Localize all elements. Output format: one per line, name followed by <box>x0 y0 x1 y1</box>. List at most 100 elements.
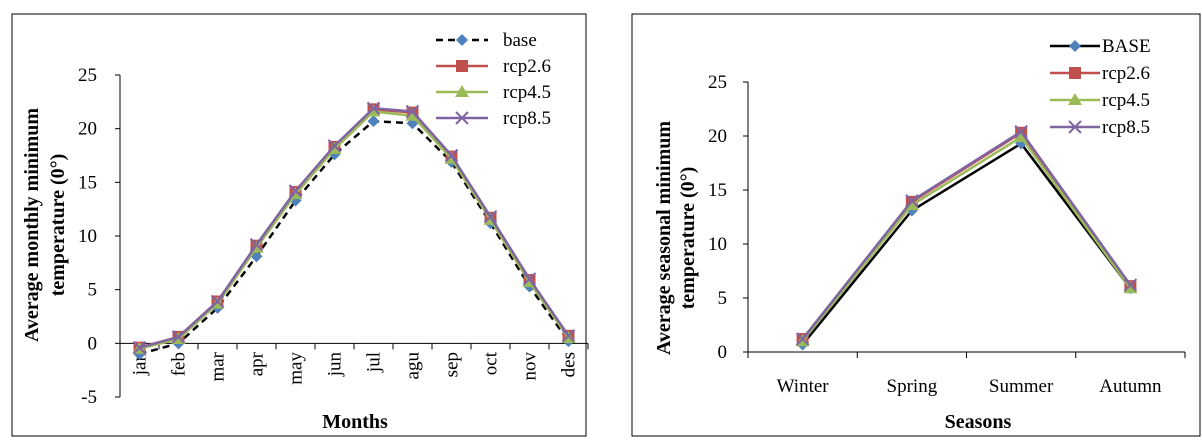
x-tick-label: mar <box>208 351 229 381</box>
x-tick-label: Summer <box>989 376 1054 397</box>
legend-item-rcp45: rcp4.5 <box>1050 90 1150 111</box>
legend-item-base: base <box>436 30 537 51</box>
y-tick-label: -5 <box>81 387 97 408</box>
series-line-base <box>801 142 1132 346</box>
x-tick-label: Spring <box>887 376 938 397</box>
y-axis-title-line-1: Average monthly minimum <box>21 108 43 342</box>
data-point-base <box>367 115 380 128</box>
legend-label: rcp2.6 <box>1102 63 1150 84</box>
x-tick-label: feb <box>169 352 190 376</box>
legend-item-rcp45: rcp4.5 <box>436 82 551 103</box>
legend-label: rcp4.5 <box>1102 90 1150 111</box>
legend-item-rcp85: rcp8.5 <box>436 108 551 129</box>
data-point-rcp85 <box>905 194 919 208</box>
data-point-rcp85 <box>522 272 537 286</box>
series-line-rcp45 <box>801 135 1132 342</box>
legend-item-rcp26: rcp2.6 <box>1050 63 1150 84</box>
series-line-rcp45 <box>139 110 570 350</box>
data-point-rcp85 <box>561 329 576 343</box>
chart-border <box>631 13 1201 437</box>
x-tick-label: Winter <box>777 376 830 397</box>
legend-marker <box>455 111 469 125</box>
series-layer <box>795 124 1138 351</box>
series-line-base <box>139 119 570 356</box>
data-point-rcp85 <box>210 294 225 309</box>
legend-marker <box>1069 67 1081 79</box>
x-axis-title: Months <box>322 411 388 433</box>
x-tick-label: des <box>559 352 580 377</box>
y-axis-title-line-1: Average seasonal minimum <box>653 121 675 355</box>
data-point-rcp85 <box>132 340 147 355</box>
legend-item-rcp85: rcp8.5 <box>1050 117 1150 138</box>
monthly-chart-panel: Average monthly minimum temperature (0°)… <box>0 0 600 443</box>
data-point-rcp85 <box>288 184 303 198</box>
data-point-rcp85 <box>171 330 186 344</box>
legend-item-base: BASE <box>1050 36 1151 57</box>
legend-marker <box>1068 120 1082 134</box>
data-point-rcp45 <box>405 108 420 121</box>
y-tick-label: 0 <box>718 342 728 363</box>
legend-label: rcp8.5 <box>503 108 551 129</box>
seasonal-min-temp-chart: Average seasonal minimum temperature (0°… <box>631 13 1201 437</box>
x-tick-label: Autumn <box>1099 376 1162 397</box>
series-layer <box>132 101 576 361</box>
series-line-rcp85 <box>801 130 1132 340</box>
legend: BASE rcp2.6 rcp4.5 rcp8.5 <box>1050 36 1151 138</box>
data-point-rcp85 <box>1123 278 1138 292</box>
y-tick-label: 10 <box>78 226 97 247</box>
legend-marker <box>455 85 469 97</box>
monthly-min-temp-chart: Average monthly minimum temperature (0°)… <box>11 13 589 437</box>
x-tick-label: apr <box>247 351 268 376</box>
y-tick-label: 5 <box>718 288 728 309</box>
axes: -5 0 5 10 15 20 25 jan feb mar apr may jun jul agu sep o… <box>78 65 589 408</box>
y-tick-label: 5 <box>88 280 98 301</box>
seasonal-chart-panel: Average seasonal minimum temperature (0°… <box>630 0 1202 443</box>
legend-label: rcp2.6 <box>503 56 551 77</box>
data-point-rcp45 <box>366 104 381 117</box>
y-tick-label: 15 <box>78 172 97 193</box>
series-rcp85 <box>132 101 576 355</box>
data-point-rcp85 <box>366 101 381 115</box>
y-tick-label: 10 <box>708 234 727 255</box>
x-tick-label: oct <box>481 351 502 375</box>
legend-marker <box>1069 40 1081 52</box>
y-tick-label: 0 <box>88 333 98 354</box>
legend-marker <box>456 60 468 72</box>
x-tick-label: sep <box>442 352 463 377</box>
x-tick-label: jan <box>130 352 151 377</box>
x-tick-label: agu <box>403 352 424 380</box>
x-tick-label: nov <box>520 352 541 381</box>
y-tick-label: 25 <box>78 65 97 86</box>
data-point-rcp45 <box>1014 130 1029 143</box>
axes: 0 5 10 15 20 25 Winter Spring Summer Autumn <box>708 72 1186 397</box>
data-point-rcp85 <box>1014 124 1028 139</box>
legend-item-rcp26: rcp2.6 <box>436 56 551 77</box>
data-point-rcp85 <box>795 332 810 346</box>
data-point-rcp85 <box>249 237 264 252</box>
data-point-rcp45 <box>1123 281 1138 294</box>
y-tick-label: 20 <box>708 126 727 147</box>
data-point-rcp85 <box>327 139 342 153</box>
x-tick-label: jul <box>364 352 385 373</box>
data-point-base <box>250 250 263 263</box>
data-point-rcp85 <box>405 104 420 119</box>
legend-marker <box>456 34 468 46</box>
y-axis-title-line-2: temperature (0°) <box>47 154 69 297</box>
data-point-rcp85 <box>444 148 459 163</box>
legend-marker <box>1068 93 1082 105</box>
legend: base rcp2.6 rcp4.5 rcp8.5 <box>436 30 551 129</box>
legend-label: rcp8.5 <box>1102 117 1150 138</box>
y-tick-label: 15 <box>708 180 727 201</box>
y-axis-title-line-2: temperature (0°) <box>677 167 699 310</box>
legend-label: base <box>503 30 537 51</box>
y-tick-label: 20 <box>78 119 97 140</box>
legend-label: BASE <box>1102 36 1151 57</box>
data-point-rcp85 <box>483 209 498 224</box>
series-line-rcp85 <box>139 107 570 349</box>
x-axis-title: Seasons <box>945 411 1012 433</box>
x-tick-label: may <box>286 352 307 385</box>
legend-label: rcp4.5 <box>503 82 551 103</box>
series-rcp85 <box>795 124 1138 346</box>
x-tick-label: jun <box>325 352 346 378</box>
y-tick-label: 25 <box>708 72 727 93</box>
